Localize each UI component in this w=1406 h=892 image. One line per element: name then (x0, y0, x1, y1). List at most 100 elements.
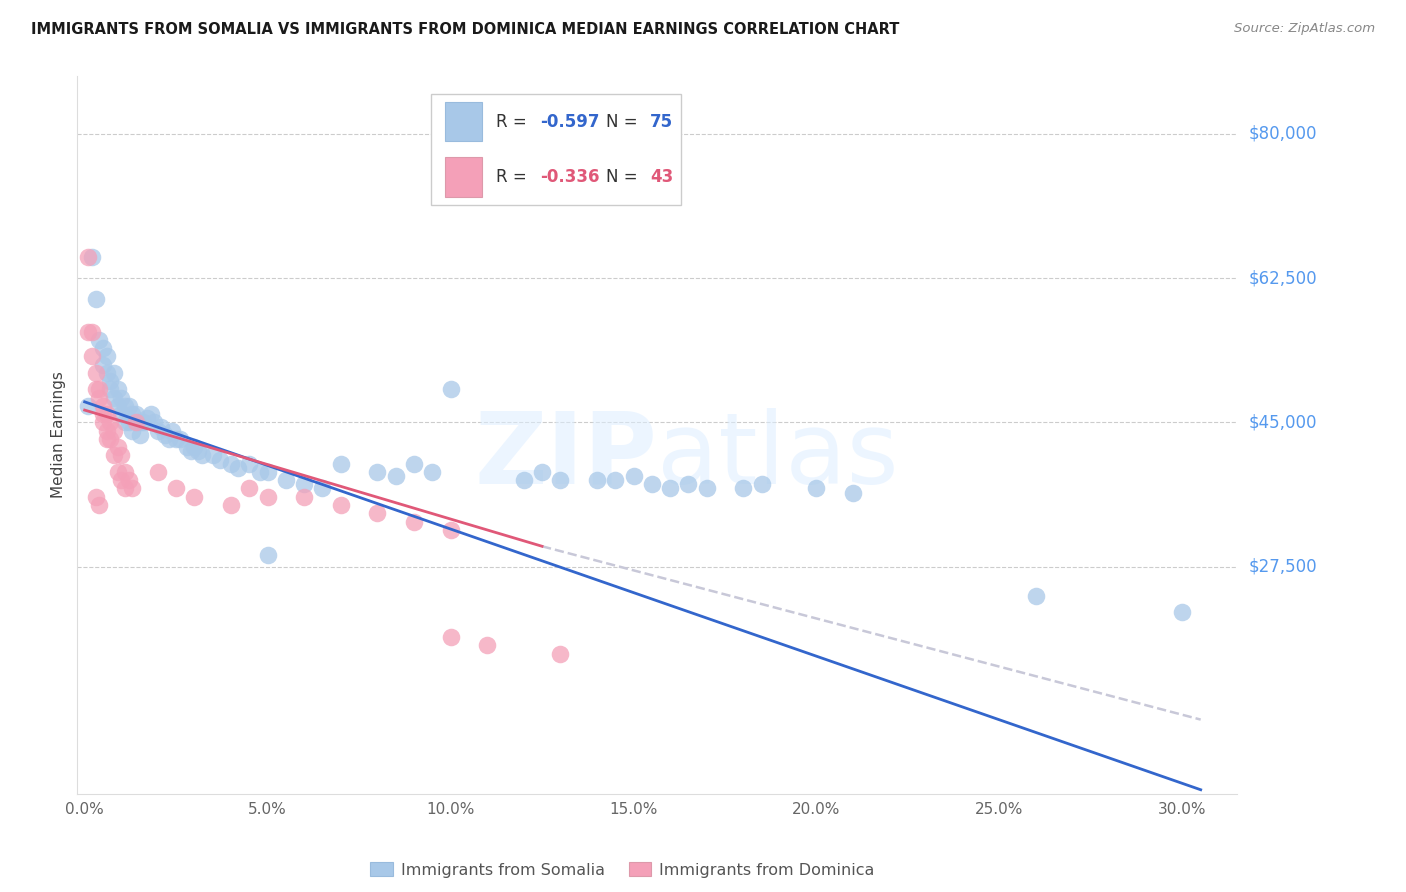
Point (329, 498, 352, 512)
Point (96, 424, 118, 438)
Point (733, 482, 755, 496)
Point (117, 399, 139, 413)
Point (91, 399, 114, 413)
Point (96, 407, 118, 421)
Point (80, 325, 103, 339)
Point (91, 341, 114, 355)
Text: $62,500: $62,500 (1249, 269, 1317, 287)
Point (238, 457, 260, 471)
Point (84, 490, 107, 504)
Text: N =: N = (606, 169, 643, 186)
Point (187, 444, 209, 458)
Point (439, 523, 461, 537)
Point (110, 391, 132, 405)
Bar (446, 158, 482, 197)
Point (146, 465, 169, 479)
Point (139, 407, 162, 421)
Point (256, 465, 278, 479)
Point (157, 432, 180, 446)
Point (89, 333, 111, 347)
Point (114, 465, 136, 479)
Point (623, 469, 645, 483)
Point (806, 482, 828, 496)
Point (89, 498, 111, 512)
Point (274, 473, 297, 487)
Point (125, 407, 148, 421)
Point (80, 251, 103, 265)
Point (80, 350, 103, 364)
Point (219, 457, 242, 471)
Text: R =: R = (496, 169, 531, 186)
Point (84, 366, 107, 380)
Point (103, 391, 125, 405)
Point (550, 473, 572, 487)
Point (513, 473, 536, 487)
Point (91, 416, 114, 430)
Text: -0.597: -0.597 (540, 112, 599, 130)
Point (292, 490, 315, 504)
Point (402, 515, 425, 529)
Point (366, 506, 388, 520)
Point (114, 399, 136, 413)
Point (162, 424, 184, 438)
Point (531, 465, 554, 479)
Point (292, 477, 315, 491)
Point (103, 366, 125, 380)
Point (128, 416, 150, 430)
Point (132, 416, 155, 430)
Point (201, 449, 224, 463)
Point (98, 374, 121, 388)
Text: 75: 75 (651, 112, 673, 130)
Point (228, 461, 250, 475)
Point (1171, 605, 1194, 619)
Point (89, 391, 111, 405)
Point (77, 325, 100, 339)
Point (605, 473, 627, 487)
Text: $45,000: $45,000 (1249, 414, 1317, 432)
Point (121, 424, 143, 438)
Point (659, 482, 682, 496)
Point (146, 424, 169, 438)
Point (143, 416, 166, 430)
Text: N =: N = (606, 112, 643, 130)
Point (1025, 589, 1047, 603)
Point (121, 482, 143, 496)
Point (110, 407, 132, 421)
Point (107, 383, 129, 397)
Point (219, 498, 242, 512)
Point (366, 465, 388, 479)
Text: -0.336: -0.336 (540, 169, 599, 186)
Point (402, 457, 425, 471)
Point (110, 449, 132, 463)
Bar (446, 102, 482, 141)
Text: IMMIGRANTS FROM SOMALIA VS IMMIGRANTS FROM DOMINICA MEDIAN EARNINGS CORRELATION : IMMIGRANTS FROM SOMALIA VS IMMIGRANTS FR… (31, 22, 900, 37)
Point (114, 416, 136, 430)
Point (256, 490, 278, 504)
Point (180, 444, 202, 458)
Point (420, 465, 443, 479)
Point (190, 449, 212, 463)
Point (183, 490, 205, 504)
Point (84, 383, 107, 397)
Text: R =: R = (496, 112, 531, 130)
Point (150, 419, 173, 434)
Point (114, 482, 136, 496)
Point (125, 416, 148, 430)
Text: Source: ZipAtlas.com: Source: ZipAtlas.com (1234, 22, 1375, 36)
Text: $27,500: $27,500 (1249, 558, 1317, 576)
Point (117, 473, 139, 487)
Point (439, 630, 461, 644)
Point (77, 251, 100, 265)
Point (586, 473, 609, 487)
Point (91, 358, 114, 372)
Point (107, 399, 129, 413)
Point (103, 424, 125, 438)
Y-axis label: Median Earnings: Median Earnings (51, 371, 66, 499)
Point (96, 432, 118, 446)
FancyBboxPatch shape (432, 94, 681, 205)
Point (439, 383, 461, 397)
Point (96, 350, 118, 364)
Point (678, 477, 700, 491)
Point (103, 449, 125, 463)
Point (256, 548, 278, 562)
